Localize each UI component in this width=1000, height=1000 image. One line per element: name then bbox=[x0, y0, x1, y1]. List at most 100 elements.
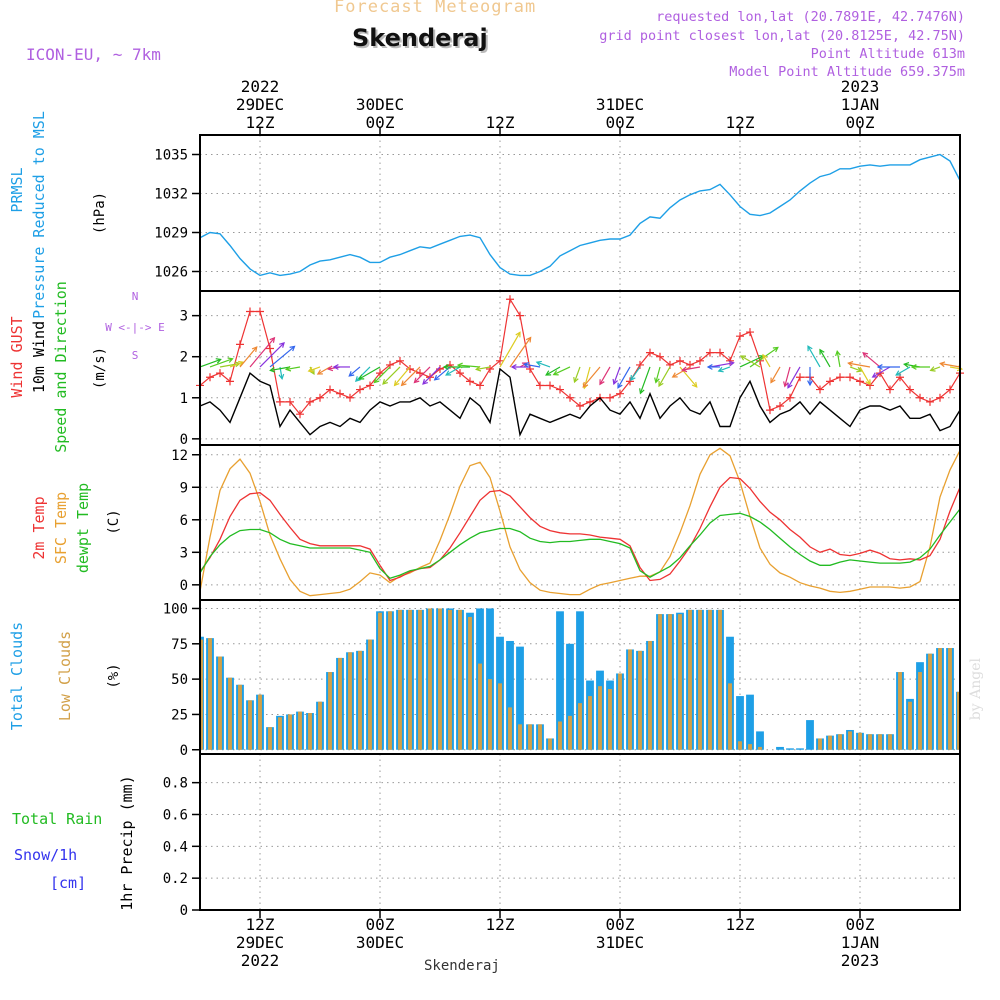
pressure-unit: (hPa) bbox=[92, 192, 108, 234]
wind-direction-arrow bbox=[573, 366, 581, 384]
model-label: ICON-EU, ~ 7km bbox=[26, 45, 161, 64]
cloud-unit: (%) bbox=[106, 663, 122, 688]
wind-arrow-shaft bbox=[895, 366, 911, 376]
low-cloud-bar bbox=[338, 657, 342, 750]
wind-arrow-shaft bbox=[249, 337, 275, 368]
wind-gust-marker bbox=[606, 393, 614, 402]
wind-direction-arrow bbox=[269, 345, 296, 368]
y-tick-label: 6 bbox=[180, 513, 188, 529]
wind-gust-marker bbox=[676, 356, 684, 365]
low-cloud-bar bbox=[628, 649, 632, 750]
low-cloud-bar bbox=[368, 639, 372, 750]
wind-arrow-head bbox=[847, 360, 854, 367]
wind-arrow-shaft bbox=[545, 366, 561, 376]
low-cloud-bar bbox=[658, 614, 662, 750]
low-cloud-bar bbox=[348, 652, 352, 750]
wind-arrow-head bbox=[332, 364, 339, 370]
wind-arrow-shaft bbox=[599, 366, 611, 385]
wind-arrow-head bbox=[929, 366, 936, 372]
low-cloud-bar bbox=[558, 721, 562, 750]
wind-gust-marker bbox=[816, 385, 824, 394]
compass-south: S bbox=[132, 349, 139, 362]
wind-arrow-head bbox=[422, 378, 428, 385]
wind-gust-marker bbox=[336, 389, 344, 398]
wind-arrow-head bbox=[658, 381, 664, 388]
temp-2m-line bbox=[199, 476, 961, 582]
y-tick-label: 1035 bbox=[154, 148, 188, 164]
wind-arrow-shaft bbox=[655, 366, 661, 383]
wind-arrow-head bbox=[227, 357, 234, 363]
total-cloud-bar bbox=[776, 746, 784, 750]
temp-unit: (C) bbox=[106, 509, 122, 534]
wind-arrow-head bbox=[358, 374, 365, 380]
wind-direction-arrow bbox=[859, 366, 871, 386]
wind-arrow-shaft bbox=[414, 366, 431, 383]
low-cloud-bar bbox=[238, 684, 242, 750]
low-cloud-bar bbox=[868, 734, 872, 750]
wind-arrow-shaft bbox=[358, 366, 381, 380]
wind-gust-marker bbox=[376, 369, 384, 378]
wind-gust-marker bbox=[576, 401, 584, 410]
low-cloud-bar bbox=[208, 638, 212, 750]
low-cloud-bar bbox=[948, 648, 952, 750]
y-tick-label: 0.4 bbox=[163, 839, 188, 855]
wind-gust-marker bbox=[316, 393, 324, 402]
wind-arrow-shaft bbox=[819, 349, 831, 368]
low-cloud-bar bbox=[458, 609, 462, 750]
wind-direction-arrow bbox=[393, 366, 411, 387]
wind-arrow-shaft bbox=[394, 366, 411, 386]
low-cloud-bar bbox=[448, 609, 452, 750]
wind-gust-marker bbox=[486, 365, 494, 374]
wind-gust-marker bbox=[216, 369, 224, 378]
wind-arrow-head bbox=[807, 380, 813, 387]
wind-direction-arrow bbox=[819, 348, 831, 368]
low-cloud-bar bbox=[518, 724, 522, 750]
wind-arrow-shaft bbox=[499, 332, 521, 368]
temp-label-2m: 2m Temp bbox=[30, 496, 48, 559]
wind-arrow-shaft bbox=[582, 366, 601, 388]
wind-direction-arrow bbox=[199, 358, 222, 368]
wind-gust-marker bbox=[746, 328, 754, 337]
wind-arrow-head bbox=[903, 362, 910, 368]
wind-arrow-head bbox=[413, 377, 420, 384]
low-cloud-bar bbox=[328, 672, 332, 750]
wind-arrow-shaft bbox=[269, 345, 295, 368]
wind-gust-marker bbox=[786, 393, 794, 402]
total-cloud-bar bbox=[736, 696, 744, 750]
model-point-altitude: Model Point Altitude 659.375m bbox=[729, 64, 965, 80]
precip-label-rain: Total Rain bbox=[12, 810, 102, 828]
wind-arrow-shaft bbox=[940, 362, 961, 368]
wind-gust-marker bbox=[946, 385, 954, 394]
total-cloud-bar bbox=[576, 611, 584, 750]
wind-label-10m: 10m Wind bbox=[30, 321, 48, 393]
wind-direction-arrow bbox=[807, 345, 821, 368]
wind-arrow-shaft bbox=[374, 366, 391, 383]
low-cloud-bar bbox=[308, 713, 312, 750]
wind-direction-arrow bbox=[849, 366, 863, 373]
wind-arrow-shaft bbox=[836, 351, 841, 368]
wind-label-gust: Wind GUST bbox=[8, 316, 26, 397]
wind-arrow-head bbox=[654, 377, 660, 384]
wind-direction-arrow bbox=[862, 352, 881, 368]
wind-arrow-head bbox=[545, 370, 552, 376]
wind-arrow-head bbox=[373, 377, 380, 384]
low-cloud-bar bbox=[957, 691, 960, 750]
wind-direction-arrow bbox=[474, 365, 491, 372]
wind-gust-marker bbox=[496, 356, 504, 365]
wind-direction-arrow bbox=[717, 366, 731, 373]
low-cloud-bar bbox=[468, 616, 472, 750]
wind-gust-marker bbox=[916, 393, 924, 402]
wind-direction-arrow bbox=[552, 366, 571, 376]
wind-arrow-head bbox=[309, 368, 315, 375]
wind-direction-arrow bbox=[929, 366, 941, 372]
wind-gust-marker bbox=[356, 385, 364, 394]
bottom-hour-label: 00Z bbox=[366, 915, 395, 934]
low-cloud-bar bbox=[548, 738, 552, 750]
wind-gust-marker bbox=[906, 385, 914, 394]
low-cloud-bar bbox=[528, 724, 532, 750]
y-tick-label: 1029 bbox=[154, 226, 188, 242]
wind-arrow-head bbox=[617, 382, 623, 389]
low-cloud-bar bbox=[228, 677, 232, 750]
wind-gust-marker bbox=[546, 381, 554, 390]
